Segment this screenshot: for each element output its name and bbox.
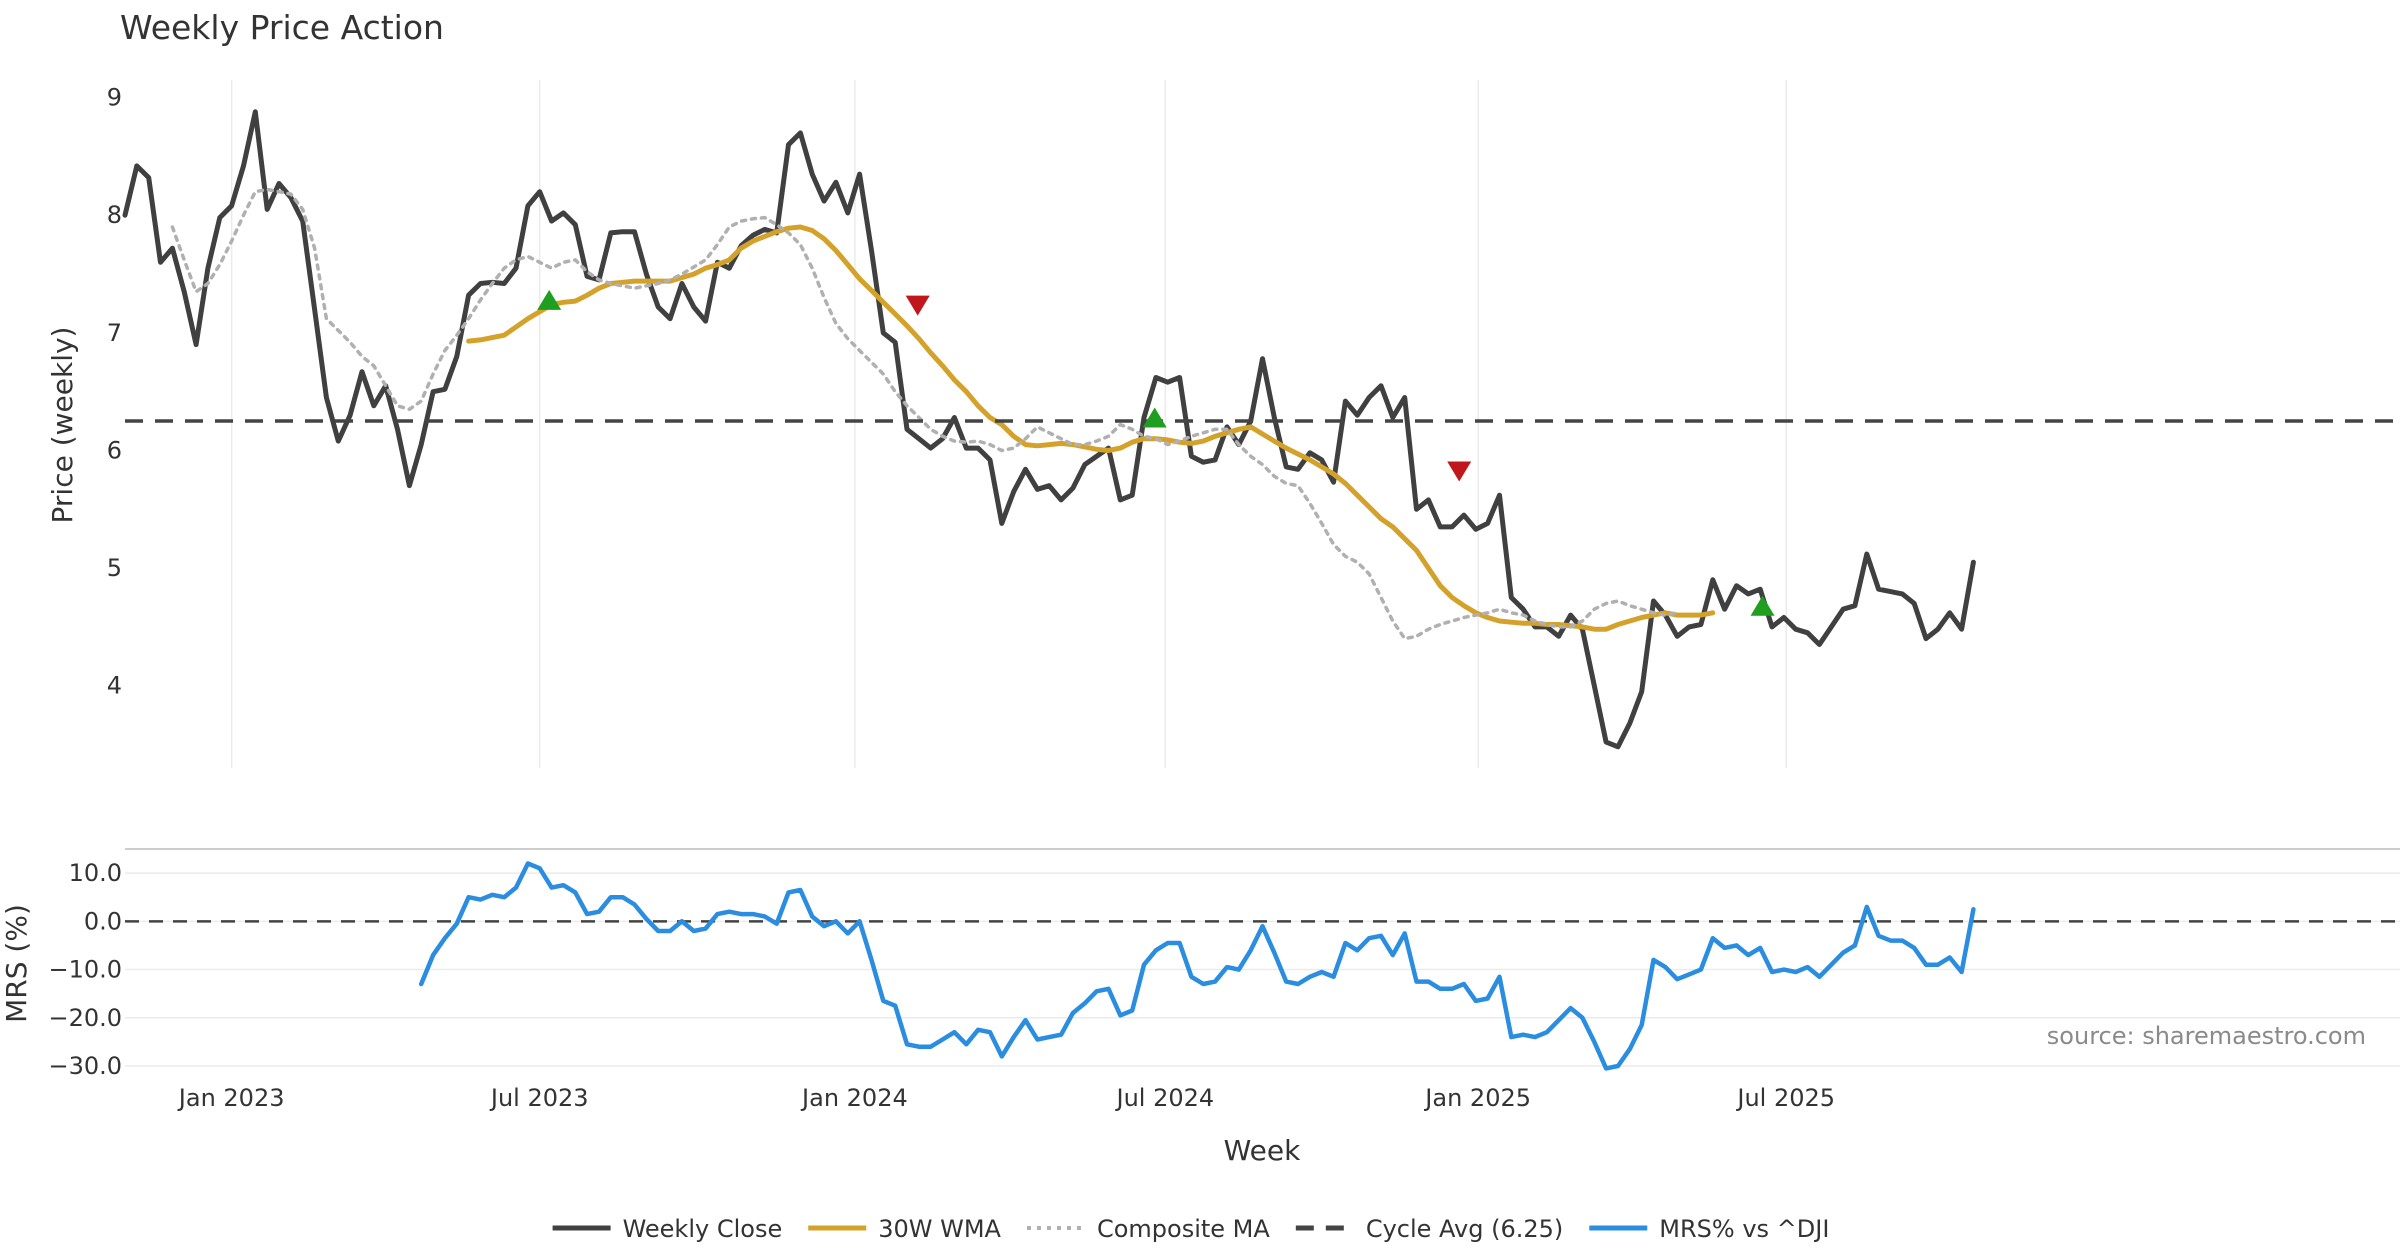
mrs-ytick-label-3: −20.0	[48, 1004, 122, 1032]
mrs-ytick-label-4: −30.0	[48, 1052, 122, 1080]
price-ytick-label-5: 5	[107, 554, 122, 582]
price-ytick-label-7: 7	[107, 319, 122, 347]
mrs-axis-label: MRS (%)	[0, 904, 33, 1023]
sell-signal-marker-2	[905, 295, 930, 316]
source-note: source: sharemaestro.com	[2047, 1022, 2366, 1050]
series-line-30w-wma	[466, 224, 1716, 632]
price-ytick-label-9: 9	[107, 84, 122, 112]
price-axis-label: Price (weekly)	[46, 327, 79, 524]
legend-label-cycle-avg-6-25: Cycle Avg (6.25)	[1366, 1215, 1563, 1243]
x-tick-label-jan-2025: Jan 2025	[1423, 1084, 1531, 1112]
x-tick-label-jan-2024: Jan 2024	[800, 1084, 908, 1112]
x-tick-label-jan-2023: Jan 2023	[177, 1084, 285, 1112]
mrs-ytick-label-0: 10.0	[69, 859, 122, 887]
chart-title: Weekly Price Action	[120, 8, 444, 47]
mrs-ytick-label-2: −10.0	[48, 956, 122, 984]
price-ytick-label-6: 6	[107, 436, 122, 464]
price-ytick-label-8: 8	[107, 201, 122, 229]
x-tick-label-jul-2024: Jul 2024	[1115, 1084, 1215, 1112]
legend-label-30w-wma: 30W WMA	[878, 1215, 1001, 1243]
series-line-composite-ma	[170, 187, 1679, 641]
sell-signal-marker-4	[1447, 461, 1472, 482]
series-line-mrs-vs-dji	[418, 861, 1976, 1071]
mrs-ytick-label-1: 0.0	[84, 907, 122, 935]
x-tick-label-jul-2023: Jul 2023	[489, 1084, 589, 1112]
buy-signal-marker-1	[537, 289, 562, 310]
buy-signal-marker-3	[1142, 407, 1167, 428]
series-line-weekly-close	[122, 109, 1976, 750]
price-ytick-label-4: 4	[107, 672, 122, 700]
legend-label-composite-ma: Composite MA	[1097, 1215, 1270, 1243]
x-axis-label: Week	[1224, 1134, 1301, 1167]
legend-label-weekly-close: Weekly Close	[623, 1215, 783, 1243]
legend-label-mrs-vs-dji: MRS% vs ^DJI	[1659, 1215, 1829, 1243]
x-tick-label-jul-2025: Jul 2025	[1735, 1084, 1835, 1112]
buy-signal-marker-5	[1750, 595, 1775, 616]
